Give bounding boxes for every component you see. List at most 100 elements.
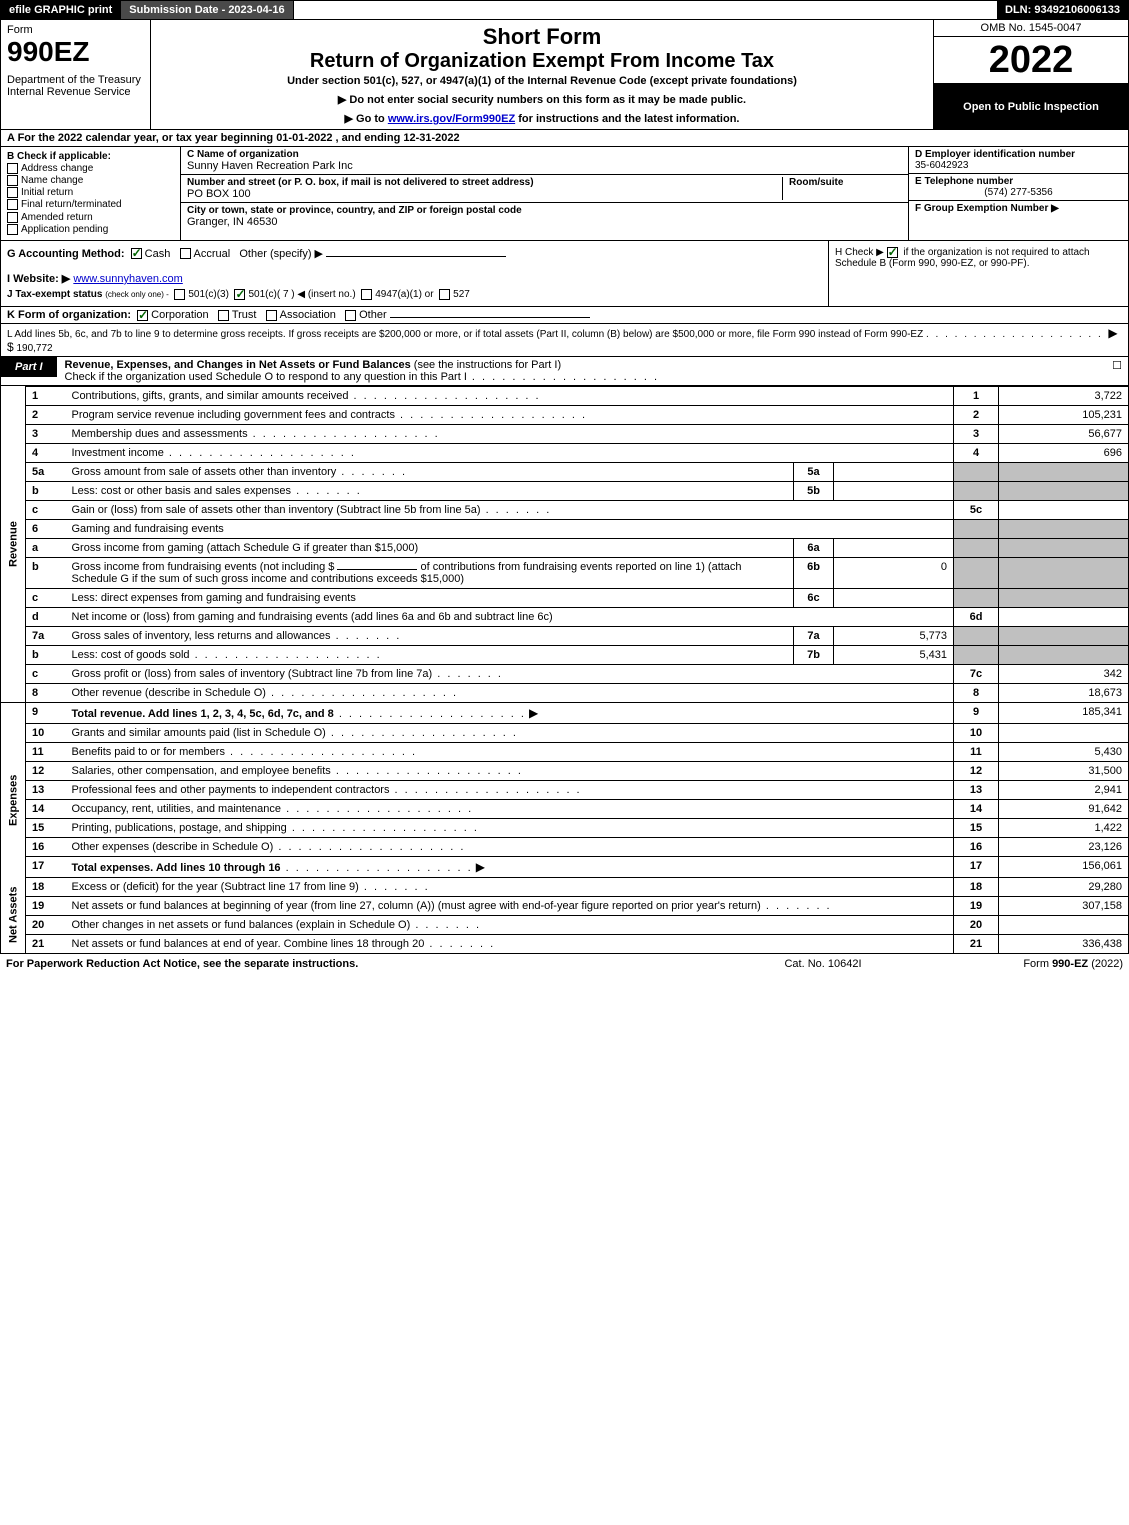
amount-11: 5,430 (999, 742, 1129, 761)
sub-box: 6b (794, 557, 834, 588)
box-num: 7c (954, 664, 999, 683)
box-num: 3 (954, 424, 999, 443)
box-num: 16 (954, 837, 999, 856)
shade-cell (954, 626, 999, 645)
shade-cell (999, 588, 1129, 607)
amount-5c (999, 500, 1129, 519)
line-num: b (26, 557, 66, 588)
sub-amt-7b: 5,431 (834, 645, 954, 664)
c-name-label: C Name of organization (187, 149, 902, 160)
box-num: 5c (954, 500, 999, 519)
footer-form-ref: Form 990-EZ (2022) (923, 958, 1123, 970)
amount-8: 18,673 (999, 683, 1129, 702)
part-1-check[interactable]: ☐ (1098, 357, 1128, 374)
line-num: a (26, 538, 66, 557)
col-def: D Employer identification number 35-6042… (908, 147, 1128, 240)
sub-box: 5a (794, 462, 834, 481)
line-num: 9 (26, 702, 66, 723)
irs-link[interactable]: www.irs.gov/Form990EZ (388, 113, 515, 125)
chk-association[interactable] (266, 310, 277, 321)
efile-print-button[interactable]: efile GRAPHIC print (1, 1, 121, 19)
chk-corporation[interactable] (137, 310, 148, 321)
shade-cell (999, 645, 1129, 664)
l-row: L Add lines 5b, 6c, and 7b to line 9 to … (0, 324, 1129, 357)
shade-cell (999, 538, 1129, 557)
box-num: 13 (954, 780, 999, 799)
box-num: 2 (954, 405, 999, 424)
j-tax-exempt-label: J Tax-exempt status (7, 289, 102, 300)
website-link[interactable]: www.sunnyhaven.com (73, 273, 182, 285)
shade-cell (954, 462, 999, 481)
line-num: 20 (26, 915, 66, 934)
chk-final-return[interactable]: Final return/terminated (7, 199, 174, 210)
c-city-label: City or town, state or province, country… (187, 205, 902, 216)
c-street: PO BOX 100 (187, 188, 776, 200)
chk-other-org[interactable] (345, 310, 356, 321)
header-right: OMB No. 1545-0047 2022 Open to Public In… (933, 20, 1128, 129)
submission-date: Submission Date - 2023-04-16 (121, 1, 293, 19)
form-subtitle: Under section 501(c), 527, or 4947(a)(1)… (157, 75, 927, 87)
line-num: 18 (26, 877, 66, 896)
chk-initial-return[interactable]: Initial return (7, 187, 174, 198)
line-num: 12 (26, 761, 66, 780)
shade-cell (954, 557, 999, 588)
box-num: 14 (954, 799, 999, 818)
amount-16: 23,126 (999, 837, 1129, 856)
form-note-2: ▶ Go to www.irs.gov/Form990EZ for instru… (157, 112, 927, 125)
line-num: 2 (26, 405, 66, 424)
amount-14: 91,642 (999, 799, 1129, 818)
sub-amt-6a (834, 538, 954, 557)
amount-7c: 342 (999, 664, 1129, 683)
box-num: 6d (954, 607, 999, 626)
g-accounting: G Accounting Method: Cash Accrual Other … (1, 241, 828, 306)
amount-1: 3,722 (999, 386, 1129, 405)
sub-amt-6b: 0 (834, 557, 954, 588)
line-num: 3 (26, 424, 66, 443)
amount-9: 185,341 (999, 702, 1129, 723)
col-c-org-info: C Name of organization Sunny Haven Recre… (181, 147, 908, 240)
sub-box: 5b (794, 481, 834, 500)
tax-year: 2022 (934, 37, 1128, 84)
part-1-title: Revenue, Expenses, and Changes in Net As… (57, 357, 1098, 385)
form-header: Form 990EZ Department of the Treasury In… (0, 20, 1129, 130)
ein-value: 35-6042923 (915, 160, 1122, 171)
form-note-1: ▶ Do not enter social security numbers o… (157, 93, 927, 106)
chk-amended-return[interactable]: Amended return (7, 212, 174, 223)
shade-cell (954, 588, 999, 607)
department: Department of the Treasury Internal Reve… (7, 74, 144, 98)
line-num: 5a (26, 462, 66, 481)
chk-cash[interactable] (131, 248, 142, 259)
shade-cell (954, 645, 999, 664)
chk-address-change[interactable]: Address change (7, 163, 174, 174)
chk-application-pending[interactable]: Application pending (7, 224, 174, 235)
box-num: 1 (954, 386, 999, 405)
chk-4947[interactable] (361, 289, 372, 300)
chk-501c[interactable] (234, 289, 245, 300)
h-schedule-b: H Check ▶ if the organization is not req… (828, 241, 1128, 306)
sub-amt-6c (834, 588, 954, 607)
sub-box: 7b (794, 645, 834, 664)
b-header: B Check if applicable: (7, 151, 174, 162)
form-number: 990EZ (7, 36, 144, 68)
f-group-exemption: F Group Exemption Number ▶ (909, 201, 1128, 240)
note2-pre: ▶ Go to (345, 113, 388, 125)
side-net-assets: Net Assets (1, 877, 26, 953)
chk-527[interactable] (439, 289, 450, 300)
box-num: 9 (954, 702, 999, 723)
sub-box: 6a (794, 538, 834, 557)
form-label: Form (7, 24, 144, 36)
omb-number: OMB No. 1545-0047 (934, 20, 1128, 37)
line-num: c (26, 500, 66, 519)
chk-accrual[interactable] (180, 248, 191, 259)
chk-schedule-b[interactable] (887, 247, 898, 258)
footer-cat-no: Cat. No. 10642I (723, 958, 923, 970)
k-row: K Form of organization: Corporation Trus… (0, 307, 1129, 324)
sub-amt-5b (834, 481, 954, 500)
header-center: Short Form Return of Organization Exempt… (151, 20, 933, 129)
box-num: 8 (954, 683, 999, 702)
chk-name-change[interactable]: Name change (7, 175, 174, 186)
chk-trust[interactable] (218, 310, 229, 321)
chk-501c3[interactable] (174, 289, 185, 300)
box-num: 21 (954, 934, 999, 953)
box-num: 12 (954, 761, 999, 780)
